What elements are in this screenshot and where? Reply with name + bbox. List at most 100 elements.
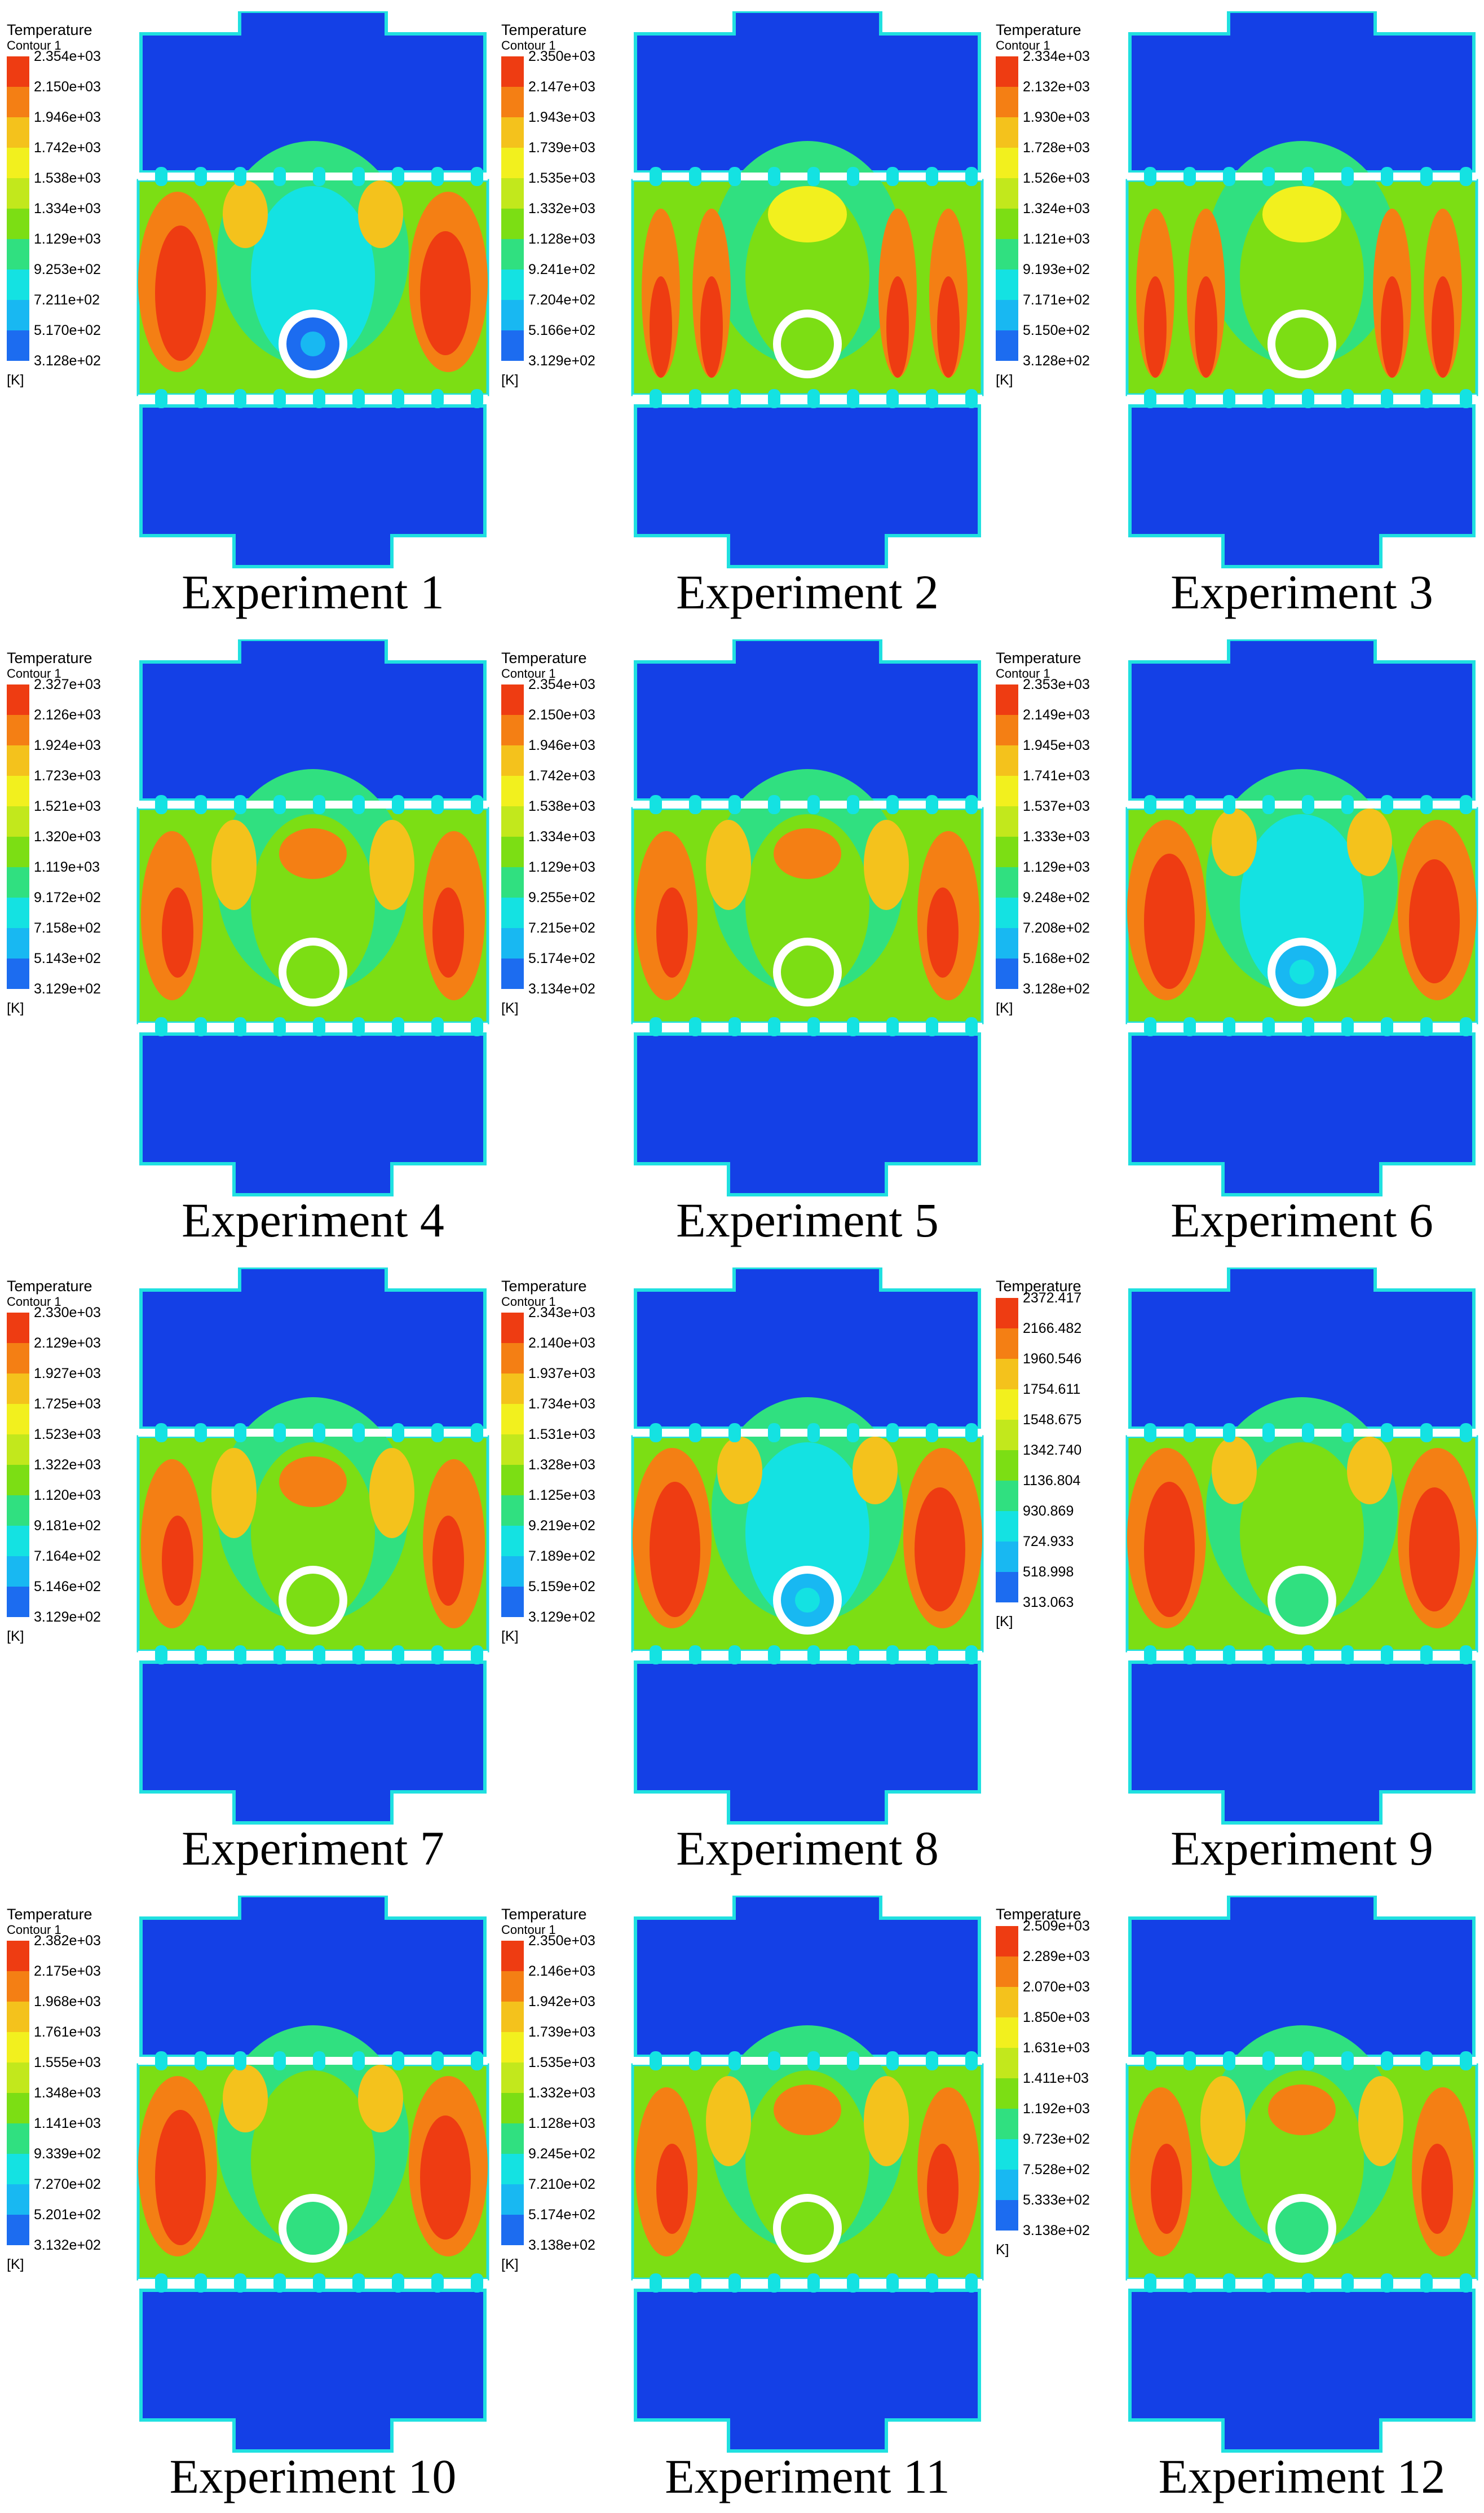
nozzle-fin [1262, 2273, 1275, 2293]
upper-hot-zone [774, 828, 841, 879]
legend-tick-label: 1.968e+03 [34, 1994, 101, 2009]
nozzle-fin [1262, 1423, 1275, 1442]
legend-tick-label: 1.128e+03 [528, 231, 595, 247]
nozzle-fin [1341, 2051, 1354, 2070]
contour-svg [136, 1267, 489, 1825]
nozzle-fin [650, 1645, 662, 1664]
legend-tick-label: 3.129e+02 [528, 353, 595, 369]
temperature-contour-plot [627, 639, 988, 1198]
central-core [745, 1442, 869, 1623]
nozzle-fin [1262, 1017, 1275, 1036]
legend-tick-label: 1.742e+03 [34, 140, 101, 156]
legend-tick-label: 9.193e+02 [1023, 262, 1090, 277]
nozzle-fin [768, 389, 780, 408]
legend-tick-label: 1.741e+03 [1023, 768, 1090, 784]
nozzle-fin [1223, 2051, 1235, 2070]
legend-swatch [501, 117, 524, 148]
nozzle-fin [1460, 2273, 1472, 2293]
legend-tick-label: 1.121e+03 [1023, 231, 1090, 247]
legend-swatch [996, 2017, 1018, 2048]
legend-tick-label: 5.146e+02 [34, 1579, 101, 1595]
legend-tick-label: 1.526e+03 [1023, 170, 1090, 186]
nozzle-fin [1381, 1423, 1393, 1442]
experiment-panel: Temperature Contour 1 2.330e+03 2.129e+03 1.… [0, 1256, 494, 1884]
experiment-caption: Experiment 8 [676, 1821, 939, 1875]
right-peak-zone [1409, 1487, 1460, 1611]
nozzle-fin [847, 1017, 859, 1036]
legend-swatch [996, 1572, 1018, 1602]
right-inner-warm [358, 180, 403, 248]
legend-swatch [501, 1495, 524, 1526]
legend-swatch [996, 1328, 1018, 1359]
nozzle-fin [965, 1423, 978, 1442]
experiment-caption: Experiment 10 [169, 2449, 457, 2503]
legend-swatch [996, 330, 1018, 361]
nozzle-fin [1302, 795, 1314, 814]
lower-plenum [634, 2289, 981, 2453]
legend-tick-label: 7.270e+02 [34, 2176, 101, 2192]
legend-swatch [996, 867, 1018, 898]
nozzle-fin [431, 2273, 444, 2293]
legend-tick-label: 1.334e+03 [34, 201, 101, 217]
legend-swatch [501, 178, 524, 209]
legend-swatch [501, 837, 524, 867]
nozzle-fin [234, 1017, 246, 1036]
legend-tick-label: 1.328e+03 [528, 1457, 595, 1473]
legend-tick-label: 930.869 [1023, 1503, 1074, 1519]
legend-tick-label: 7.210e+02 [528, 2176, 595, 2192]
contour-svg [1125, 11, 1478, 568]
legend-swatch [501, 1556, 524, 1587]
legend-swatch [501, 209, 524, 239]
legend-swatch [501, 776, 524, 806]
legend-tick-label: 1.555e+03 [34, 2055, 101, 2070]
legend-unit: [K] [501, 1000, 519, 1016]
nozzle-fin [926, 1017, 938, 1036]
nozzle-fin [728, 1017, 741, 1036]
legend-swatch [996, 178, 1018, 209]
nozzle-fin [1302, 389, 1314, 408]
legend-swatch [501, 1373, 524, 1404]
legend-tick-label: 518.998 [1023, 1564, 1074, 1580]
legend-tick-label: 1.742e+03 [528, 768, 595, 784]
legend-title: Temperature [501, 21, 587, 38]
nozzle-fin [1223, 1017, 1235, 1036]
nozzle-fin [650, 1017, 662, 1036]
upper-hot-zone [279, 828, 347, 879]
lower-plenum [139, 1660, 487, 1825]
legend-tick-label: 1.937e+03 [528, 1366, 595, 1381]
legend-swatch [7, 2032, 29, 2062]
nozzle-fin [313, 1645, 325, 1664]
nozzle-fin [689, 2273, 701, 2293]
nozzle-fin [965, 167, 978, 186]
legend-tick-label: 1.535e+03 [528, 170, 595, 186]
nozzle-fin [886, 167, 899, 186]
experiment-caption: Experiment 2 [676, 565, 939, 619]
legend-tick-label: 2.334e+03 [1023, 48, 1090, 64]
right-peak-zone [420, 231, 471, 355]
legend-tick-label: 3.128e+02 [1023, 353, 1090, 369]
legend-swatch [501, 1971, 524, 2002]
nozzle-fin [926, 2273, 938, 2293]
legend-swatch [501, 928, 524, 959]
legend-tick-label: 7.204e+02 [528, 292, 595, 308]
nozzle-fin [1302, 1017, 1314, 1036]
nozzle-fin [234, 167, 246, 186]
nozzle-fin [1262, 167, 1275, 186]
nozzle-fin [807, 1645, 820, 1664]
nozzle-fin [471, 795, 483, 814]
nozzle-fin [1381, 1645, 1393, 1664]
nozzle-fin [807, 389, 820, 408]
legend-tick-label: 2.330e+03 [34, 1305, 101, 1320]
legend-title: Temperature [7, 1278, 92, 1295]
nozzle-fin [195, 1645, 207, 1664]
nozzle-fin [847, 795, 859, 814]
nozzle-fin [155, 1423, 167, 1442]
legend-subtitle: Contour 1 [7, 1923, 61, 1937]
legend-colorbar: 2.334e+03 2.132e+03 1.930e+03 1.728e+03 1.52… [996, 50, 1120, 395]
legend-swatch [996, 2170, 1018, 2200]
legend-tick-label: 724.933 [1023, 1534, 1074, 1549]
peak-column [1432, 276, 1454, 378]
experiment-panel: Temperature 2372.417 2166.482 1960.546 1754.… [989, 1256, 1483, 1884]
left-peak-zone [1151, 2144, 1182, 2234]
upper-hot-zone [279, 1456, 347, 1507]
